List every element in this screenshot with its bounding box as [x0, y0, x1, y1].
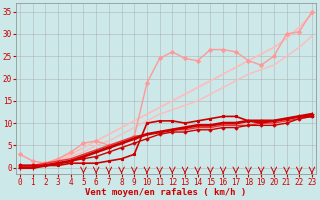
X-axis label: Vent moyen/en rafales ( km/h ): Vent moyen/en rafales ( km/h ) [85, 188, 247, 197]
